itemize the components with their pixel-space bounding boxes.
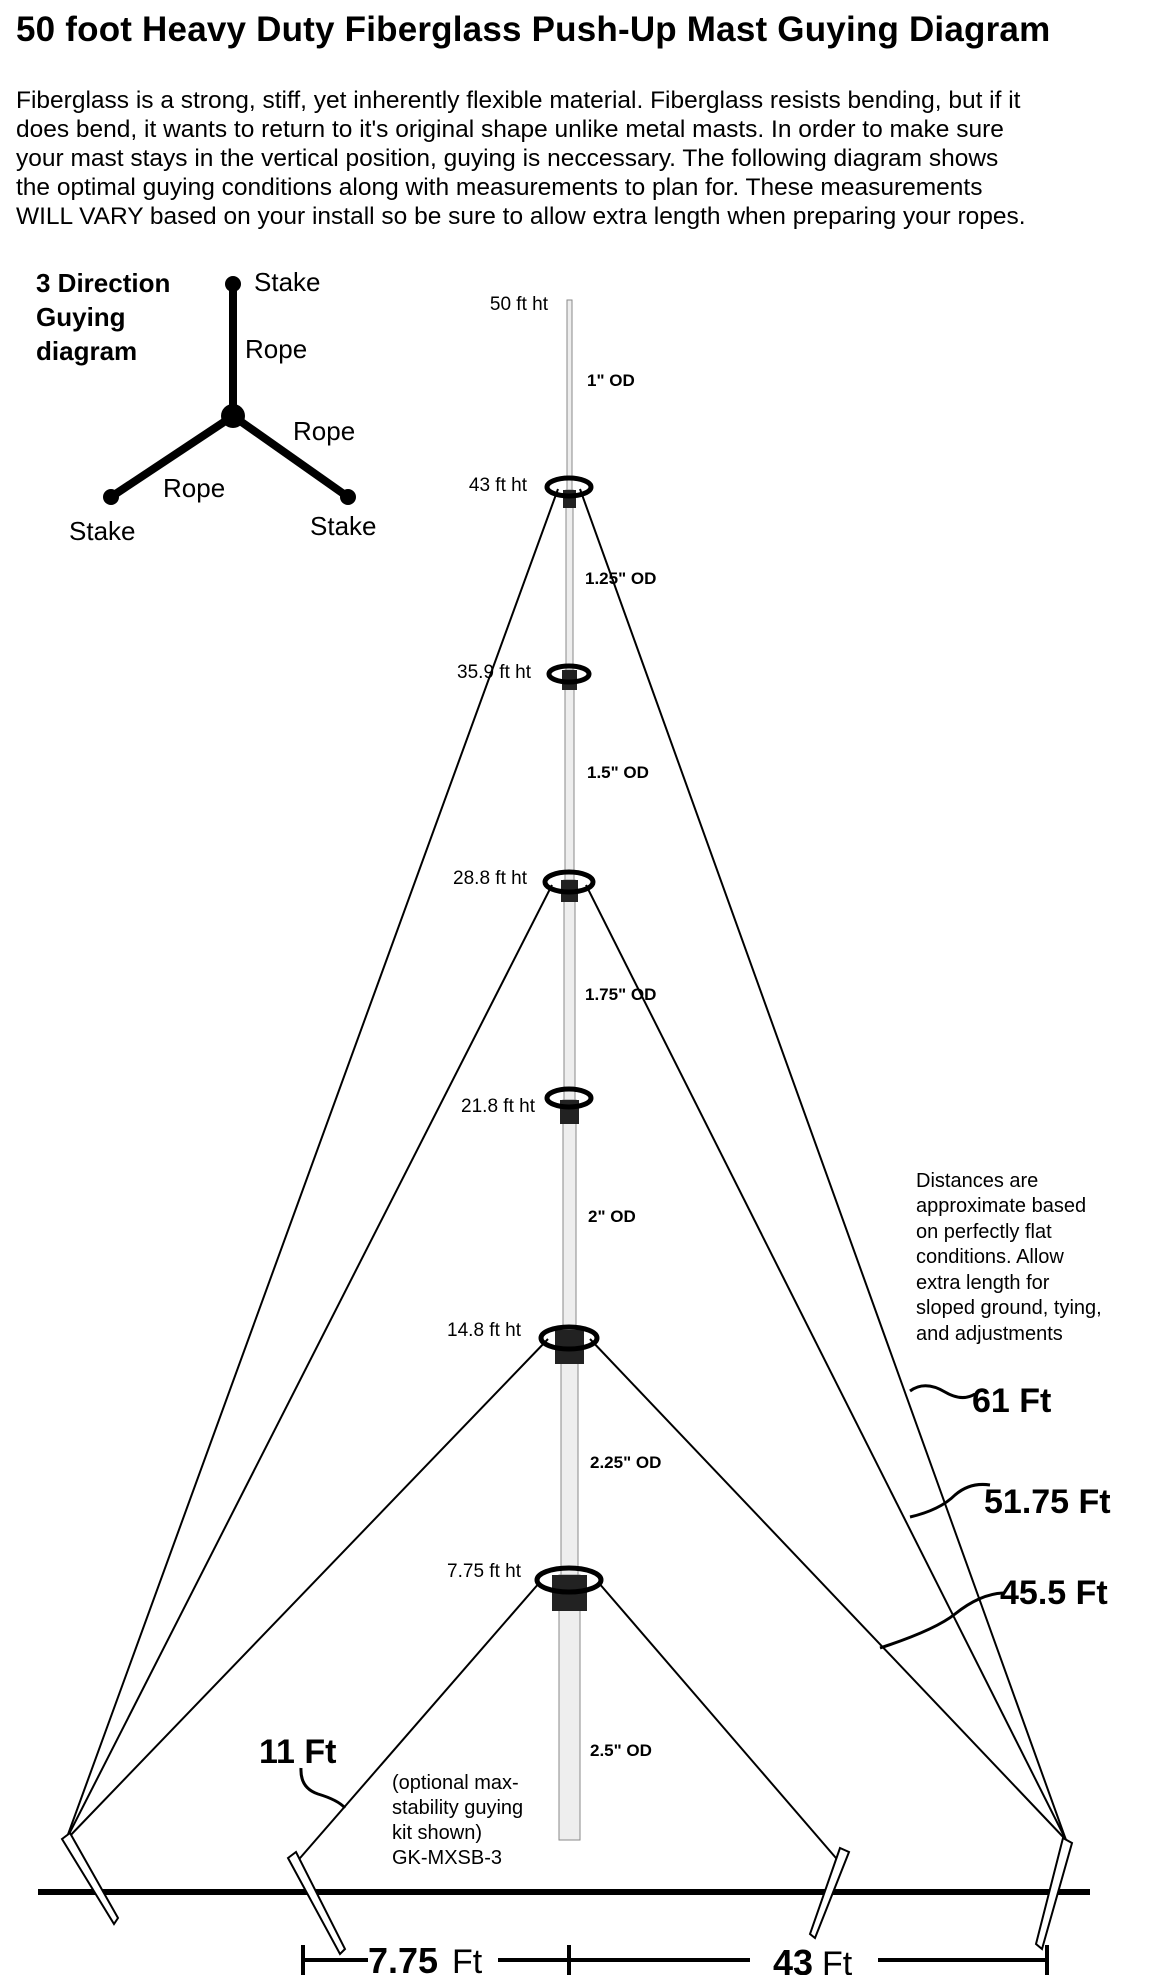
height-label: 7.75 ft ht — [447, 1561, 522, 1582]
mast-section — [560, 1329, 579, 1576]
diameter-label: 2.25" OD — [590, 1453, 661, 1472]
diameter-label: 1" OD — [587, 371, 635, 390]
rope-label: Rope — [245, 334, 307, 364]
guy-ring — [534, 1565, 604, 1595]
guy-rope-14ft — [589, 1338, 1067, 1841]
diameter-label: 1.5" OD — [587, 763, 649, 782]
intro-paragraph: Fiberglass is a strong, stiff, yet inher… — [16, 86, 1146, 231]
small-diagram-title: 3 Direction — [36, 268, 170, 298]
height-labels: 50 ft ht 43 ft ht 35.9 ft ht 28.8 ft ht … — [447, 294, 549, 1582]
mast-point-icon — [221, 404, 245, 428]
guy-ropes — [65, 488, 1067, 1866]
kit-note-line: GK-MXSB-3 — [392, 1847, 502, 1869]
note-line: on perfectly flat — [916, 1221, 1052, 1243]
distance-note: Distances are approximate based on perfe… — [916, 1170, 1102, 1345]
stake-point-icon — [340, 489, 356, 505]
callout-leader — [909, 1384, 976, 1399]
height-label: 28.8 ft ht — [453, 868, 528, 889]
height-label: 14.8 ft ht — [447, 1320, 522, 1341]
note-line: Distances are — [916, 1170, 1038, 1192]
rope-length-label: 51.75 Ft — [984, 1483, 1111, 1521]
guy-rope-28ft — [65, 884, 553, 1841]
stake-point-icon — [225, 276, 241, 292]
callout-leader — [909, 1483, 991, 1519]
optional-kit-note: (optional max- stability guying kit show… — [392, 1772, 523, 1869]
rope-line — [108, 412, 236, 501]
callout-leader — [299, 1767, 347, 1810]
rope-length-label: 45.5 Ft — [1000, 1574, 1108, 1612]
height-label: 21.8 ft ht — [461, 1096, 536, 1117]
diameter-label: 2.5" OD — [590, 1741, 652, 1760]
height-label: 50 ft ht — [490, 294, 549, 315]
rope-line — [230, 412, 351, 501]
guy-rope-43ft — [579, 488, 1067, 1841]
small-diagram-title: Guying — [36, 302, 126, 332]
intro-line: your mast stays in the vertical position… — [16, 145, 999, 172]
guy-ring — [542, 869, 596, 895]
guy-rope-14ft — [65, 1338, 549, 1841]
rope-length-label: 11 Ft — [259, 1733, 336, 1771]
guy-rope-28ft — [585, 884, 1067, 1841]
kit-note-line: (optional max- — [392, 1772, 519, 1794]
mast — [534, 299, 604, 1841]
rope-label: Rope — [163, 473, 225, 503]
diameter-label: 2" OD — [588, 1207, 636, 1226]
callout-leader — [879, 1591, 1004, 1650]
mast-section — [558, 1574, 581, 1841]
rope-label: Rope — [293, 416, 355, 446]
diameter-labels: 1" OD 1.25" OD 1.5" OD 1.75" OD 2" OD 2.… — [585, 371, 661, 1760]
three-direction-diagram: 3 Direction Guying diagram Stake Stake S… — [36, 267, 377, 546]
guy-ring — [544, 1086, 594, 1110]
ground-distance-unit: Ft — [452, 1943, 483, 1975]
ground-distance-unit: Ft — [822, 1945, 853, 1975]
small-diagram-title: diagram — [36, 336, 137, 366]
note-line: extra length for — [916, 1272, 1050, 1294]
note-line: and adjustments — [916, 1323, 1063, 1345]
ground-distance-value: 7.75 — [368, 1940, 438, 1975]
guy-ring — [538, 1324, 600, 1352]
guy-rope-7ft — [597, 1581, 843, 1866]
stake-label: Stake — [254, 267, 321, 297]
mast-section — [564, 669, 575, 881]
note-line: approximate based — [916, 1195, 1086, 1217]
stake-label: Stake — [69, 516, 136, 546]
note-line: conditions. Allow — [916, 1246, 1064, 1268]
stake-icon — [808, 1846, 851, 1940]
rope-length-callouts: 61 Ft 51.75 Ft 45.5 Ft 11 Ft — [259, 1382, 1111, 1810]
page-title: 50 foot Heavy Duty Fiberglass Push-Up Ma… — [16, 10, 1051, 49]
mast-section — [565, 489, 574, 671]
stake-point-icon — [103, 489, 119, 505]
intro-line: Fiberglass is a strong, stiff, yet inher… — [16, 87, 1021, 114]
intro-line: the optimal guying conditions along with… — [16, 174, 983, 201]
kit-note-line: stability guying — [392, 1797, 523, 1819]
kit-note-line: kit shown) — [392, 1822, 482, 1844]
stakes — [60, 1831, 1074, 1956]
mast-section — [562, 1099, 577, 1331]
intro-line: does bend, it wants to return to it's or… — [16, 116, 1004, 143]
guy-rope-7ft — [293, 1581, 541, 1866]
diameter-label: 1.75" OD — [585, 985, 656, 1004]
ground-dimension: 7.75 Ft 43 Ft — [301, 1940, 1049, 1975]
mast-section — [563, 879, 576, 1101]
guy-ring — [544, 475, 594, 499]
rope-length-label: 61 Ft — [972, 1382, 1051, 1420]
stake-icon — [286, 1850, 347, 1956]
mast-section — [566, 299, 573, 491]
height-label: 35.9 ft ht — [457, 662, 532, 683]
mast-collar — [563, 490, 576, 508]
ground-distance-value: 43 — [773, 1942, 813, 1975]
stake-label: Stake — [310, 511, 377, 541]
guy-ring — [546, 663, 592, 685]
diameter-label: 1.25" OD — [585, 569, 656, 588]
height-label: 43 ft ht — [469, 475, 528, 496]
intro-line: WILL VARY based on your install so be su… — [16, 203, 1026, 230]
note-line: sloped ground, tying, — [916, 1297, 1102, 1319]
stake-icon — [60, 1831, 120, 1926]
stake-icon — [1034, 1836, 1074, 1951]
mast-collar — [560, 1100, 579, 1124]
guy-rope-43ft — [65, 488, 559, 1841]
